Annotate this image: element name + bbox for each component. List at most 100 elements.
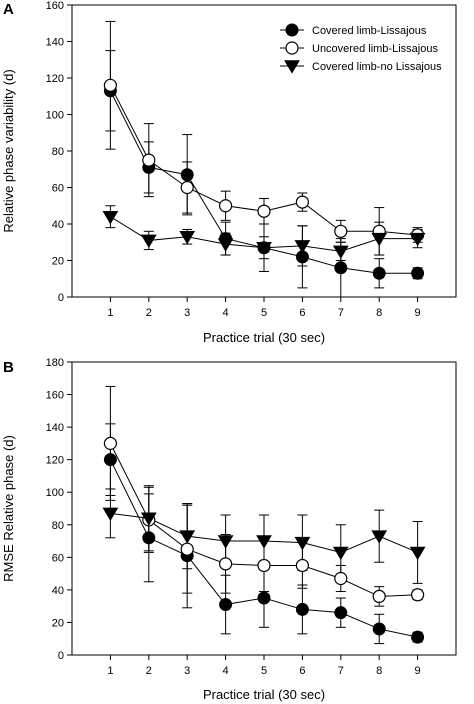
x-tick-label: 9: [415, 307, 421, 319]
legend-label: Uncovered limb-Lissajous: [312, 43, 438, 55]
marker-p1-s2-8: [409, 546, 426, 561]
y-tick-label: 60: [52, 552, 64, 564]
marker-p1-s2-6: [332, 546, 349, 561]
y-tick-label: 0: [58, 650, 64, 662]
x-tick-label: 6: [299, 307, 305, 319]
y-tick-label: 80: [52, 520, 64, 532]
marker-p0-s0-8: [411, 266, 425, 280]
marker-p1-s1-2: [180, 542, 194, 556]
x-tick-label: 3: [184, 665, 190, 677]
series-1: [105, 385, 423, 607]
marker-p1-s2-5: [294, 536, 311, 551]
legend-label: Covered limb-Lissajous: [312, 25, 427, 37]
y-tick-label: 140: [46, 37, 64, 49]
marker-p0-s0-2: [180, 168, 194, 182]
y-tick-label: 100: [46, 110, 64, 122]
marker-p1-s1-6: [334, 571, 348, 586]
marker-p1-s1-7: [372, 589, 386, 604]
x-axis-label: Practice trial (30 sec): [203, 330, 325, 345]
marker-p1-s0-0: [103, 453, 117, 467]
x-tick-label: 1: [107, 665, 113, 677]
y-tick-label: 140: [46, 422, 64, 434]
marker-p0-s1-6: [334, 224, 348, 238]
panel-label-b: B: [3, 359, 14, 376]
marker-p1-s2-2: [179, 530, 196, 544]
series-markers-1: [103, 78, 425, 242]
y-tick-label: 160: [46, 390, 64, 402]
x-tick-label: 2: [146, 307, 152, 319]
y-axis-label: RMSE Relative phase (d): [1, 435, 16, 582]
y-tick-label: 120: [46, 73, 64, 85]
marker-p1-s2-0: [102, 507, 119, 522]
marker-p1-s0-7: [372, 622, 386, 636]
y-tick-label: 40: [52, 585, 64, 597]
y-tick-label: 120: [46, 455, 64, 467]
x-tick-label: 4: [223, 307, 229, 319]
x-axis-label: Practice trial (30 sec): [203, 687, 325, 702]
x-tick-label: 4: [223, 665, 229, 677]
marker-p0-s2-6: [332, 245, 349, 260]
panel-label-a: A: [3, 1, 14, 18]
x-tick-label: 1: [107, 307, 113, 319]
marker-p0-s2-5: [294, 240, 311, 254]
marker-p0-s2-3: [217, 238, 234, 252]
marker-p0-s0-6: [334, 261, 348, 275]
series-markers-2: [102, 507, 426, 561]
legend-label: Covered limb-no Lissajous: [312, 61, 442, 73]
marker-p1-s1-0: [103, 436, 118, 450]
marker-p1-s2-1: [140, 512, 157, 526]
marker-p0-s2-1: [140, 234, 157, 249]
marker-p1-s0-3: [219, 598, 233, 612]
y-tick-label: 100: [46, 487, 64, 499]
marker-p1-s1-8: [411, 588, 425, 602]
x-tick-label: 7: [338, 307, 344, 319]
marker-p0-s1-2: [180, 180, 194, 195]
y-tick-label: 20: [52, 256, 64, 268]
series-markers-2: [102, 210, 426, 260]
x-tick-label: 2: [146, 665, 152, 677]
marker-p0-s1-3: [219, 199, 233, 213]
marker-p0-slegend0-0: [285, 23, 299, 37]
marker-p0-s1-1: [142, 153, 156, 167]
marker-p0-slegend1-0: [285, 41, 299, 55]
marker-p1-s0-5: [295, 602, 309, 616]
marker-p1-s0-8: [411, 630, 425, 644]
series-0: [105, 50, 423, 298]
x-tick-label: 7: [338, 665, 344, 677]
x-tick-label: 8: [376, 665, 382, 677]
x-tick-label: 3: [184, 307, 190, 319]
y-tick-label: 80: [52, 146, 64, 158]
y-tick-label: 0: [58, 292, 64, 304]
y-tick-label: 40: [52, 219, 64, 231]
x-tick-label: 8: [376, 307, 382, 319]
marker-p1-s2-7: [371, 530, 388, 544]
marker-p1-s2-4: [256, 535, 272, 549]
legend: Covered limb-Lissajous Uncovered limb-Lis…: [280, 23, 442, 74]
marker-p0-slegend2-0: [284, 60, 300, 74]
marker-p1-s0-1: [142, 531, 156, 545]
x-tick-label: 5: [261, 307, 267, 319]
marker-p0-s0-7: [372, 266, 386, 280]
x-tick-label: 9: [415, 665, 421, 677]
chart-panel-b: 0 20 40 60 80 100 120 140 160 180 1 2 3 4 5 6 7 8 9 Practic…: [1, 357, 457, 702]
y-tick-label: 20: [52, 617, 64, 629]
marker-p1-s1-5: [295, 558, 309, 573]
marker-p0-s2-0: [102, 210, 119, 225]
marker-p1-s1-3: [219, 557, 233, 571]
marker-p0-s2-2: [179, 231, 196, 245]
marker-p1-s0-6: [334, 606, 348, 620]
marker-p0-s1-4: [257, 204, 271, 218]
marker-p0-s1-5: [295, 195, 309, 209]
chart-panel-a: 0 20 40 60 80 100 120 140 160 1 2 3 4 5 6 7 8 9 Practice t…: [1, 0, 457, 345]
series-markers-1: [103, 436, 425, 604]
series-1: [105, 20, 423, 256]
y-tick-label: 180: [46, 357, 64, 369]
x-tick-label: 5: [261, 665, 267, 677]
marker-p1-s0-4: [257, 591, 271, 605]
x-tick-label: 6: [299, 665, 305, 677]
marker-p0-s2-8: [409, 232, 426, 247]
marker-p0-s1-0: [103, 78, 118, 92]
marker-p0-s2-7: [371, 232, 388, 247]
marker-p1-s2-3: [217, 535, 234, 549]
